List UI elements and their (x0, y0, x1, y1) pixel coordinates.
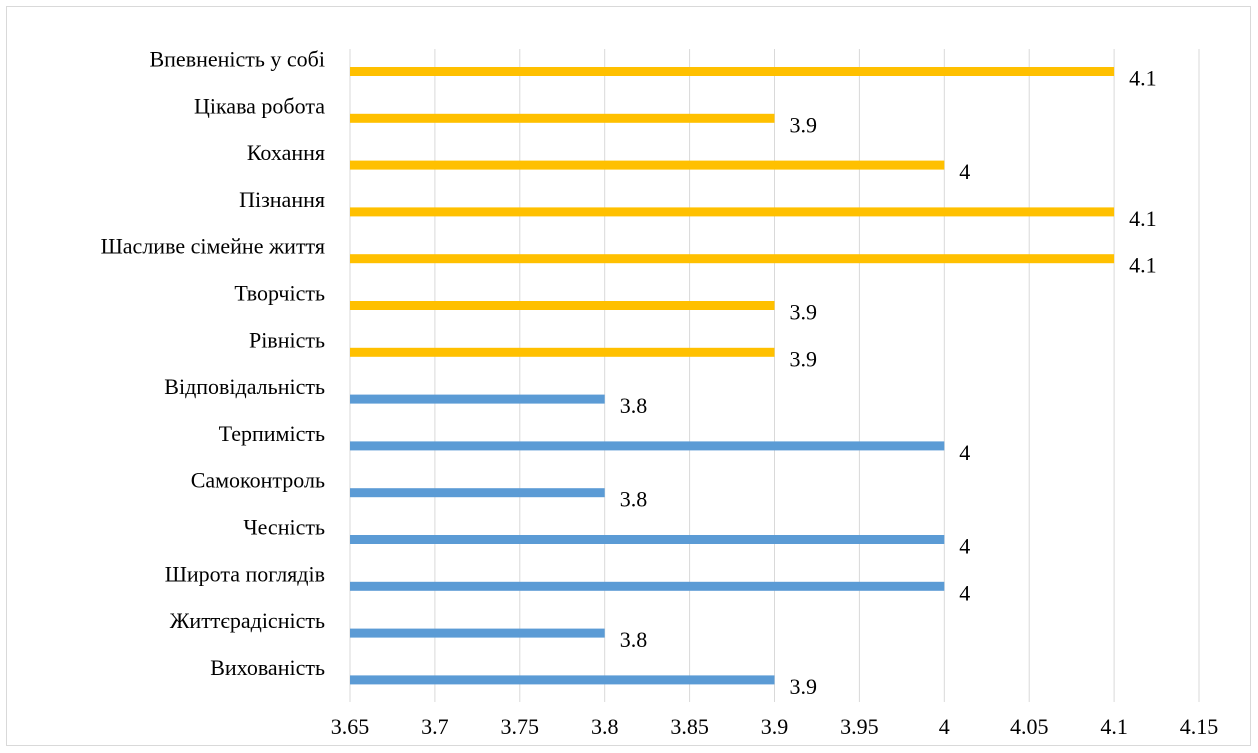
bar (350, 301, 775, 310)
gridlines (349, 49, 1200, 702)
bar (350, 581, 945, 591)
x-tick-label: 4.05 (1010, 714, 1049, 739)
data-label: 3.9 (790, 674, 818, 699)
x-tick-label: 3.7 (421, 714, 449, 739)
bar (350, 628, 605, 638)
bar (350, 347, 775, 357)
chart-frame: Впевненість у собі Цікава робота Кохання Пі… (6, 6, 1251, 746)
bar-chart: Впевненість у собі Цікава робота Кохання Пі… (101, 47, 1219, 740)
data-label: 3.9 (790, 300, 818, 325)
data-label: 3.8 (620, 487, 648, 512)
bar (350, 675, 775, 685)
category-label: Чесність (243, 515, 325, 540)
category-label: Рівність (249, 327, 325, 352)
category-label: Терпимість (219, 421, 325, 446)
data-label: 4 (959, 534, 970, 559)
data-label: 4 (959, 440, 970, 465)
category-label: Творчість (234, 281, 325, 306)
category-label: Кохання (247, 140, 325, 165)
data-label: 4.1 (1129, 66, 1157, 91)
x-tick-label: 3.65 (331, 714, 370, 739)
x-tick-label: 4 (939, 714, 950, 739)
bar (350, 488, 605, 498)
category-label: Широта поглядів (165, 561, 325, 586)
bar (350, 160, 945, 170)
bar (350, 394, 605, 404)
x-tick-label: 4.1 (1100, 714, 1128, 739)
category-label: Шасливе сімейне життя (101, 234, 325, 259)
x-tick-label: 3.9 (761, 714, 789, 739)
data-label: 3.8 (620, 627, 648, 652)
x-tick-label: 4.15 (1180, 714, 1219, 739)
x-tick-label: 3.75 (501, 714, 540, 739)
x-tick-labels: 3.65 3.7 3.75 3.8 3.85 3.9 3.95 4 4.05 4.1 4.15 (331, 714, 1219, 739)
x-tick-label: 3.95 (840, 714, 879, 739)
category-label: Життєрадісність (170, 608, 325, 633)
category-label: Вихованість (210, 655, 325, 680)
category-label: Пізнання (239, 187, 325, 212)
data-labels: 4.1 3.9 4 4.1 4.1 3.9 3.9 3.8 4 3.8 4 4 3.8 3.9 (620, 66, 1157, 699)
data-label: 4.1 (1129, 206, 1157, 231)
bar (350, 67, 1115, 76)
bar (350, 113, 775, 123)
bars (350, 67, 1115, 685)
category-label: Впевненість у собі (149, 47, 325, 72)
data-label: 3.9 (790, 112, 818, 137)
bar (350, 207, 1115, 217)
bar (350, 254, 1115, 264)
data-label: 3.9 (790, 346, 818, 371)
category-label: Самоконтроль (191, 468, 325, 493)
data-label: 4 (959, 159, 970, 184)
data-label: 3.8 (620, 393, 648, 418)
category-label: Цікава робота (194, 93, 325, 118)
x-tick-label: 3.85 (670, 714, 709, 739)
category-label: Відповідальність (164, 374, 325, 399)
data-label: 4 (959, 580, 970, 605)
category-labels: Впевненість у собі Цікава робота Кохання Пі… (101, 47, 326, 680)
data-label: 4.1 (1129, 253, 1157, 278)
x-tick-label: 3.8 (591, 714, 619, 739)
bar (350, 535, 945, 544)
bar (350, 441, 945, 451)
